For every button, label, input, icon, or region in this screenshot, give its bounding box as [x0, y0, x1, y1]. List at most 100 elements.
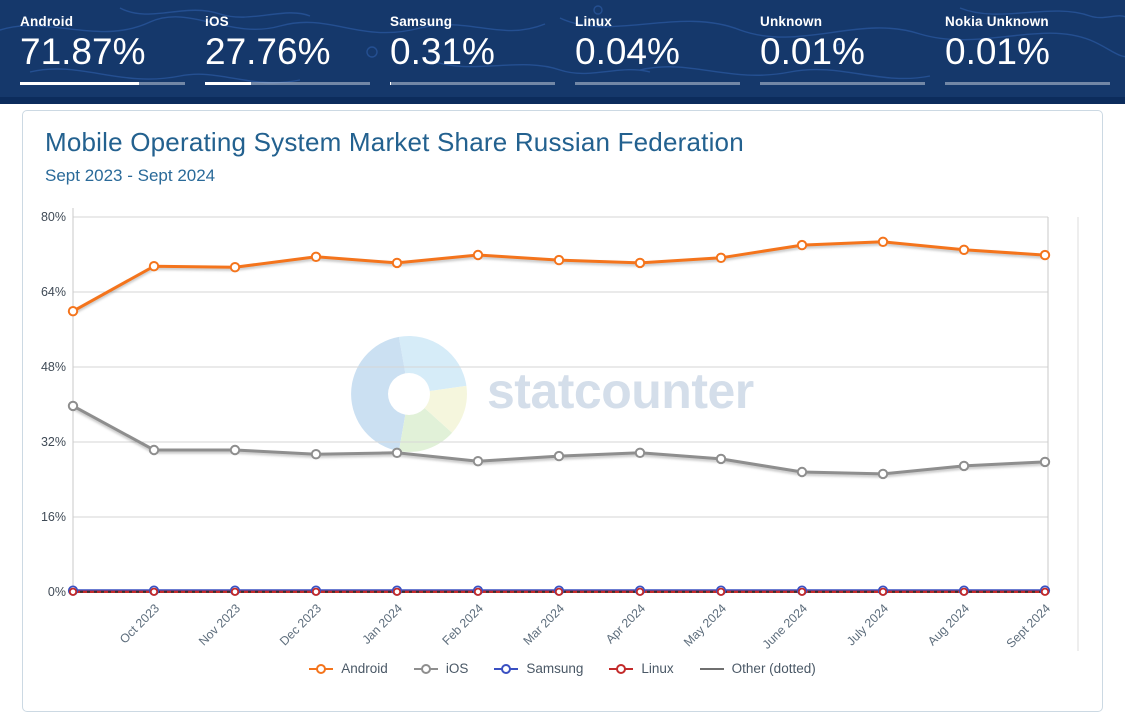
data-point-android: [798, 241, 806, 249]
x-axis-tick-label: Nov 2023: [196, 601, 243, 648]
x-axis-tick-label: Dec 2023: [277, 601, 324, 648]
data-point-linux: [394, 589, 400, 595]
data-point-ios: [393, 449, 401, 457]
data-point-ios: [717, 455, 725, 463]
y-axis-tick-label: 48%: [41, 360, 66, 374]
stat-progress-fill: [20, 82, 139, 85]
legend-label: Linux: [641, 661, 673, 676]
data-point-linux: [1042, 589, 1048, 595]
y-axis-tick-label: 0%: [48, 585, 66, 599]
series-line-ios: [73, 406, 1045, 474]
data-point-linux: [880, 589, 886, 595]
data-point-android: [555, 256, 563, 264]
legend-marker-icon: [609, 668, 633, 670]
legend-marker-icon: [414, 668, 438, 670]
data-point-android: [1041, 251, 1049, 259]
x-axis-tick-label: June 2024: [760, 601, 811, 652]
series-line-android: [73, 242, 1045, 311]
stat-progress: [575, 82, 740, 85]
x-axis-tick-label: Jan 2024: [359, 601, 405, 647]
data-point-ios: [1041, 458, 1049, 466]
legend-label: Samsung: [526, 661, 583, 676]
legend-marker-icon: [494, 668, 518, 670]
data-point-linux: [232, 589, 238, 595]
data-point-android: [879, 238, 887, 246]
data-point-linux: [475, 589, 481, 595]
x-axis-tick-label: May 2024: [681, 601, 729, 649]
stat-value: 0.01%: [760, 29, 925, 75]
stat-value: 0.04%: [575, 29, 740, 75]
data-point-ios: [150, 446, 158, 454]
stat-label: iOS: [205, 14, 370, 29]
legend-marker-icon: [309, 668, 333, 670]
x-axis-tick-label: Sept 2024: [1004, 601, 1054, 651]
stat-value: 27.76%: [205, 29, 370, 75]
y-axis-tick-label: 16%: [41, 510, 66, 524]
stat-value: 0.31%: [390, 29, 555, 75]
data-point-android: [960, 246, 968, 254]
stat-progress: [945, 82, 1110, 85]
stat-label: Android: [20, 14, 185, 29]
stat-label: Samsung: [390, 14, 555, 29]
data-point-linux: [799, 589, 805, 595]
data-point-linux: [637, 589, 643, 595]
chart-card: Mobile Operating System Market Share Rus…: [22, 110, 1103, 712]
data-point-linux: [70, 589, 76, 595]
legend-marker-dot-icon: [316, 664, 326, 674]
stat-label: Nokia Unknown: [945, 14, 1110, 29]
data-point-android: [717, 254, 725, 262]
data-point-linux: [151, 589, 157, 595]
chart-svg: 0% 16% 32% 48% 64% 80% Oct 2023 Nov 2023 Dec 202…: [23, 111, 1102, 709]
data-point-ios: [231, 446, 239, 454]
stat-progress: [760, 82, 925, 85]
stat-progress-fill: [390, 82, 391, 85]
data-point-android: [393, 259, 401, 267]
data-point-linux: [556, 589, 562, 595]
stat-label: Linux: [575, 14, 740, 29]
legend-item-other-dotted-[interactable]: Other (dotted): [700, 661, 816, 676]
legend-item-ios[interactable]: iOS: [414, 661, 469, 676]
x-axis-tick-label: July 2024: [844, 601, 891, 648]
data-point-ios: [879, 470, 887, 478]
y-axis-tick-label: 80%: [41, 210, 66, 224]
legend-item-android[interactable]: Android: [309, 661, 388, 676]
data-point-ios: [798, 468, 806, 476]
stat-progress: [20, 82, 185, 85]
data-point-android: [69, 307, 77, 315]
legend-marker-dot-icon: [616, 664, 626, 674]
x-axis-tick-label: Apr 2024: [603, 601, 648, 646]
data-point-ios: [312, 450, 320, 458]
y-axis-tick-label: 64%: [41, 285, 66, 299]
legend-label: Other (dotted): [732, 661, 816, 676]
x-axis-tick-label: Aug 2024: [925, 601, 972, 648]
legend-marker-icon: [700, 668, 724, 670]
x-axis-tick-label: Mar 2024: [520, 601, 567, 648]
stat-value: 71.87%: [20, 29, 185, 75]
legend-label: Android: [341, 661, 388, 676]
data-point-ios: [555, 452, 563, 460]
x-axis-tick-label: Oct 2023: [117, 601, 162, 646]
stat-label: Unknown: [760, 14, 925, 29]
data-point-android: [474, 251, 482, 259]
data-point-linux: [313, 589, 319, 595]
stat-progress: [205, 82, 370, 85]
stat-progress-fill: [205, 82, 251, 85]
data-point-android: [150, 262, 158, 270]
legend-item-linux[interactable]: Linux: [609, 661, 673, 676]
stat-value: 0.01%: [945, 29, 1110, 75]
y-axis-tick-label: 32%: [41, 435, 66, 449]
topbar-divider: [0, 97, 1125, 104]
legend-label: iOS: [446, 661, 469, 676]
data-point-linux: [718, 589, 724, 595]
chart-legend: Android iOS Samsung Linux Other (dotted): [23, 661, 1102, 676]
data-point-android: [231, 263, 239, 271]
data-point-ios: [636, 449, 644, 457]
legend-item-samsung[interactable]: Samsung: [494, 661, 583, 676]
